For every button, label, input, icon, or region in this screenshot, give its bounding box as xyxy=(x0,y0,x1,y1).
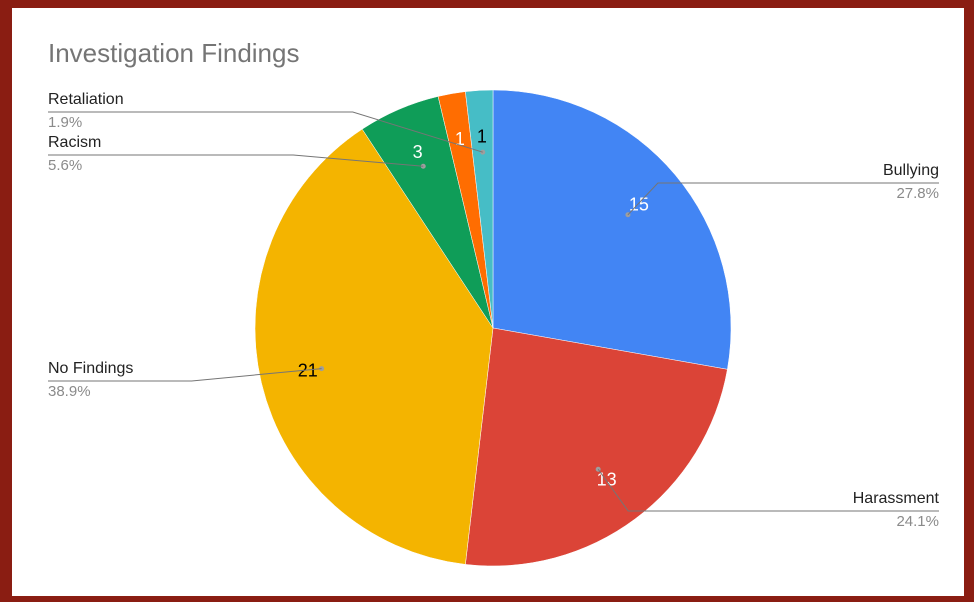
percent-label: 27.8% xyxy=(896,185,939,202)
pie-slice xyxy=(465,89,494,329)
pie-slice xyxy=(465,327,728,567)
percent-label: 38.9% xyxy=(48,383,91,400)
category-label: Racism xyxy=(48,134,101,151)
data-label: 3 xyxy=(413,142,423,162)
leader-line xyxy=(627,182,939,216)
category-label: Bullying xyxy=(883,162,939,179)
data-label: 21 xyxy=(298,361,318,381)
percent-label: 1.9% xyxy=(48,114,82,131)
leader-line xyxy=(597,468,939,512)
leader-line xyxy=(48,368,322,382)
percent-label: 24.1% xyxy=(896,513,939,530)
category-label: No Findings xyxy=(48,360,133,377)
leader-line xyxy=(48,111,483,153)
data-label: 15 xyxy=(629,194,649,214)
percent-label: 5.6% xyxy=(48,157,82,174)
leader-line xyxy=(48,154,424,167)
data-label: 1 xyxy=(455,129,465,149)
data-label: 1 xyxy=(477,127,487,147)
chart-title: Investigation Findings xyxy=(48,38,299,68)
category-label: Retaliation xyxy=(48,91,124,108)
pie-slice xyxy=(492,89,732,370)
data-label: 13 xyxy=(597,469,617,489)
category-label: Harassment xyxy=(853,490,940,507)
